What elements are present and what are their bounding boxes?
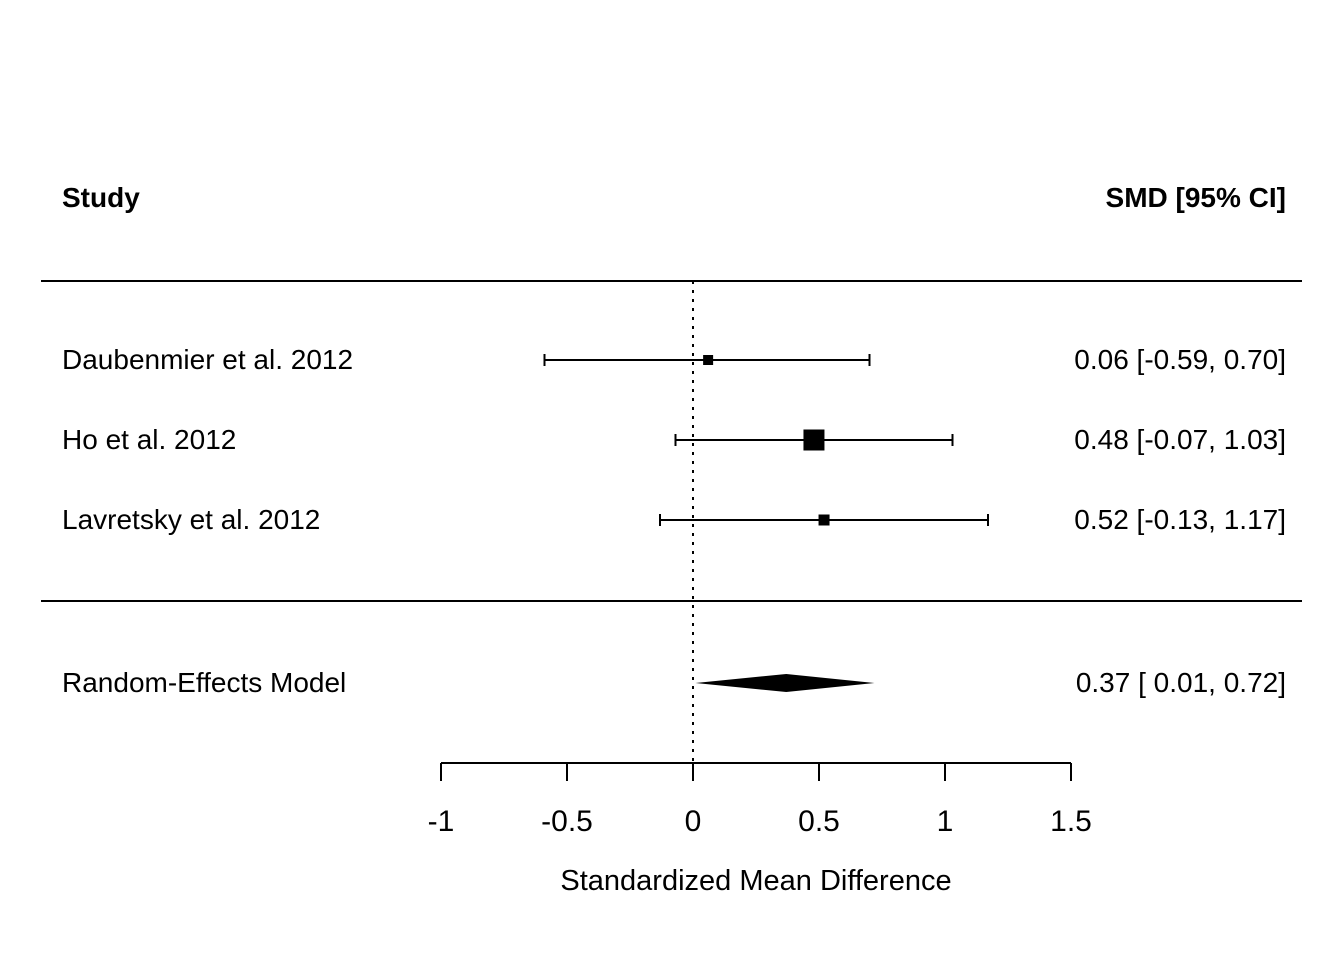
x-axis-title: Standardized Mean Difference bbox=[560, 865, 952, 897]
summary-smd-value: 0.37 [ 0.01, 0.72] bbox=[1075, 667, 1286, 698]
summary-diamond bbox=[695, 674, 875, 692]
x-axis-tick-label: 0 bbox=[684, 805, 702, 838]
study-label: Daubenmier et al. 2012 bbox=[62, 344, 354, 375]
point-estimate-square bbox=[803, 429, 825, 451]
x-axis-tick-label: -1 bbox=[427, 805, 455, 838]
study-smd-value: 0.48 [-0.07, 1.03] bbox=[1074, 424, 1286, 455]
study-column-header: Study bbox=[62, 182, 140, 213]
x-axis-tick-label: 1 bbox=[936, 805, 954, 838]
smd-column-header: SMD [95% CI] bbox=[1105, 182, 1286, 213]
study-label: Lavretsky et al. 2012 bbox=[62, 504, 321, 535]
study-label: Ho et al. 2012 bbox=[62, 424, 237, 455]
point-estimate-square bbox=[703, 355, 714, 365]
point-estimate-square bbox=[818, 514, 830, 526]
x-axis-tick-label: -0.5 bbox=[541, 805, 593, 838]
x-axis-tick-label: 0.5 bbox=[798, 805, 840, 838]
summary-label: Random-Effects Model bbox=[62, 667, 347, 698]
study-smd-value: 0.06 [-0.59, 0.70] bbox=[1074, 344, 1286, 375]
study-smd-value: 0.52 [-0.13, 1.17] bbox=[1074, 504, 1286, 535]
x-axis-tick-label: 1.5 bbox=[1050, 805, 1092, 838]
